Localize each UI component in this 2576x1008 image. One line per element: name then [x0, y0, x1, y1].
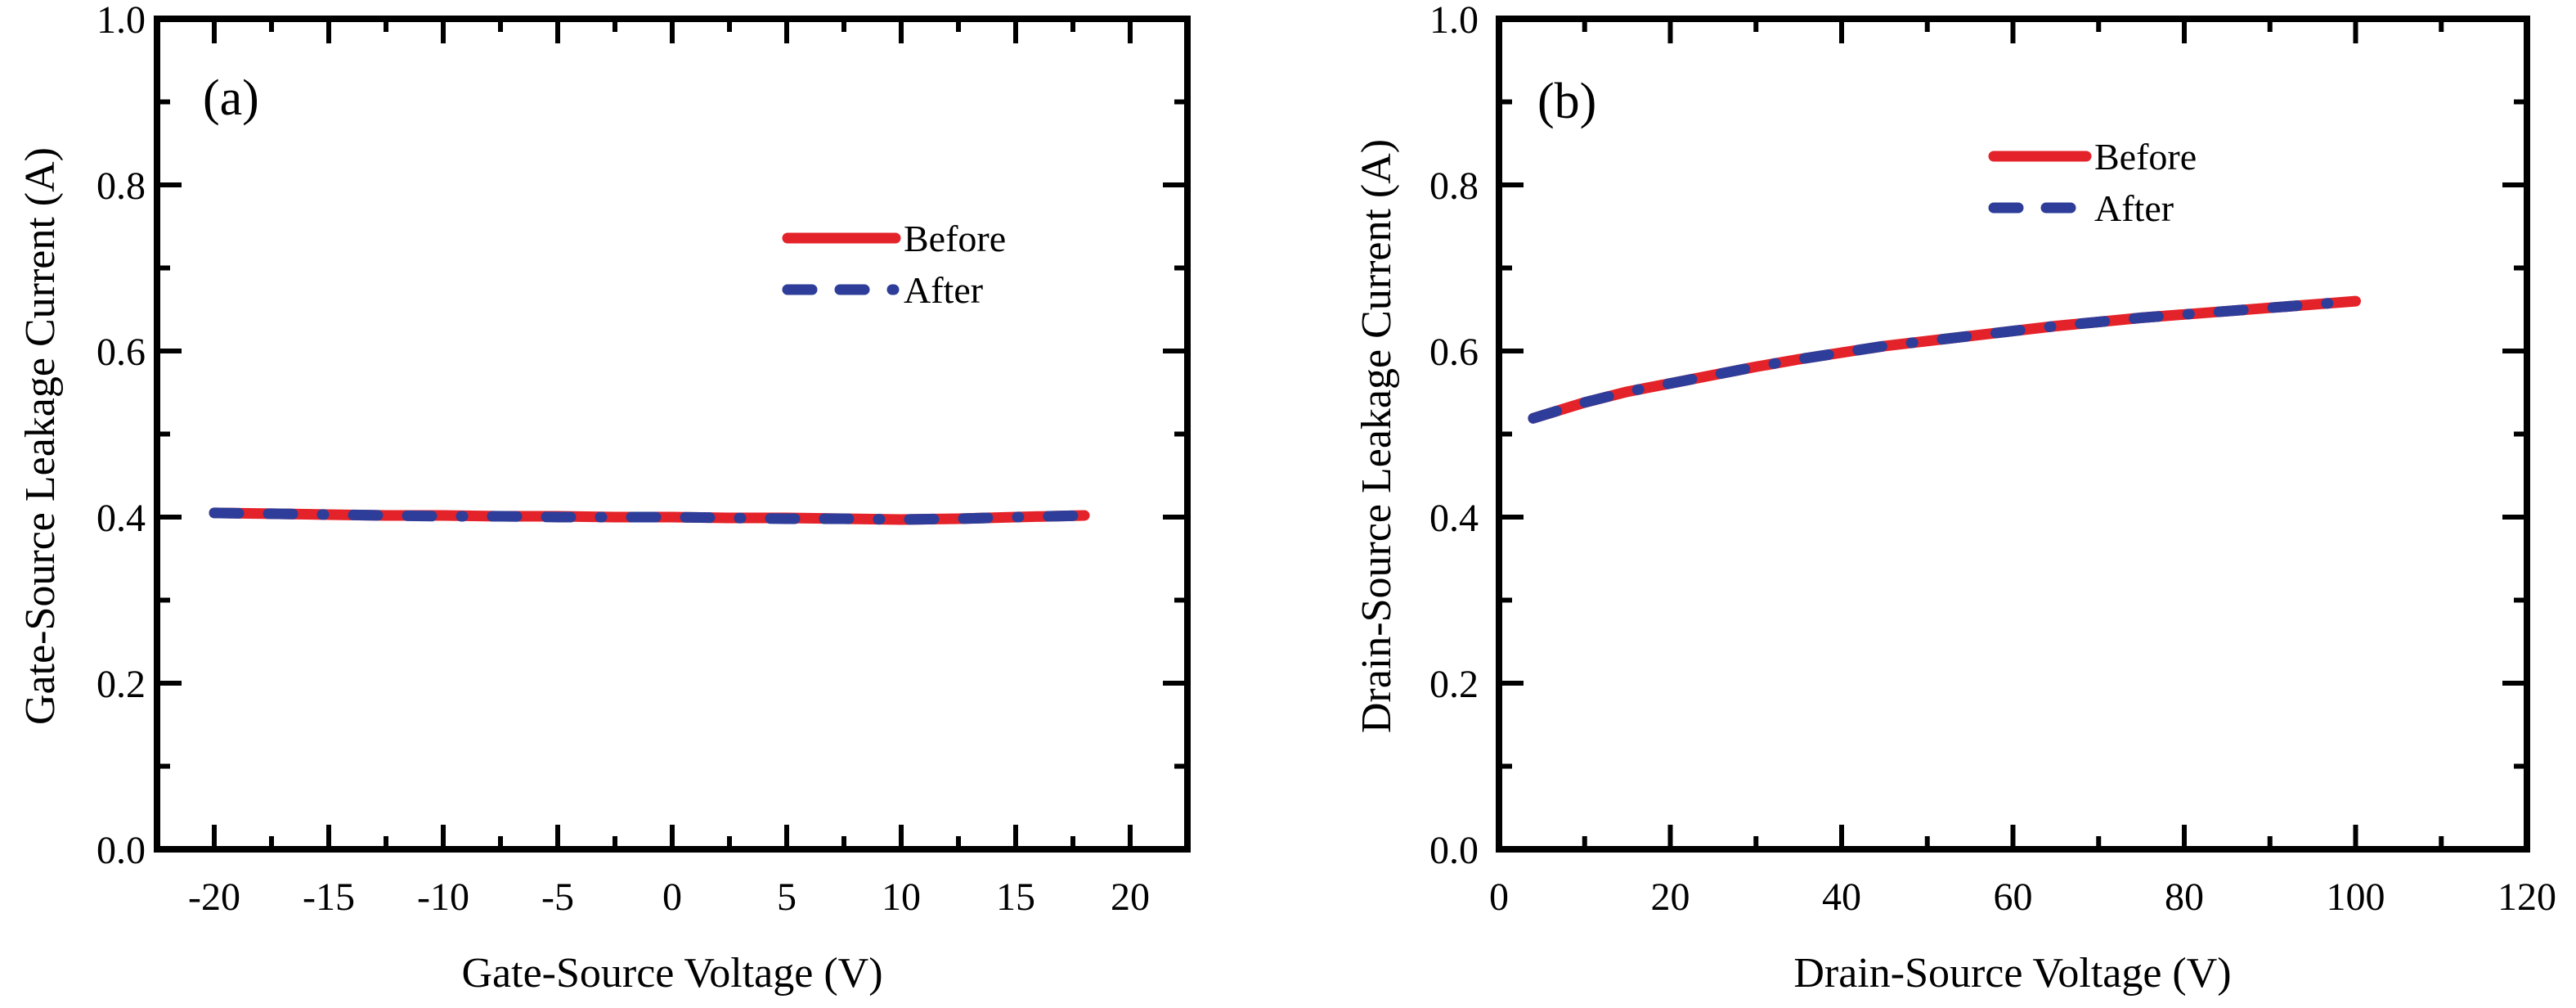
y-tick-label: 1.0 — [1429, 0, 1479, 42]
y-axis-title: Drain-Source Leakage Current (A) — [1353, 139, 1400, 733]
legend-label-after: After — [2094, 187, 2174, 229]
x-tick-label: 100 — [2327, 875, 2385, 919]
x-tick-label: 0 — [662, 875, 682, 919]
x-tick-label: -10 — [417, 875, 469, 919]
y-tick-label: 1.0 — [96, 0, 146, 42]
x-axis-title: Drain-Source Voltage (V) — [1793, 950, 2231, 997]
x-tick-label: 120 — [2497, 875, 2556, 919]
x-tick-label: -5 — [541, 875, 574, 919]
x-tick-label: 0 — [1489, 875, 1509, 919]
axis-box — [154, 16, 1191, 853]
y-axis-title: Gate-Source Leakage Current (A) — [17, 147, 64, 725]
x-axis-title: Gate-Source Voltage (V) — [461, 950, 882, 997]
y-tick-label: 0.2 — [1429, 663, 1479, 706]
y-tick-label: 0.6 — [96, 331, 146, 374]
series-line-after — [1528, 295, 2361, 424]
x-tick-label: 15 — [996, 875, 1035, 919]
x-tick-label: 20 — [1111, 875, 1150, 919]
y-tick-label: 0.4 — [96, 497, 146, 540]
y-tick-label: 0.8 — [1429, 164, 1479, 208]
axis-box — [1496, 16, 2530, 853]
x-tick-label: 5 — [777, 875, 797, 919]
legend-label-after: After — [904, 269, 983, 311]
x-tick-label: 40 — [1822, 875, 1861, 919]
panel-label: (b) — [1537, 74, 1596, 129]
chart-b: 0 20 40 60 80 100 120 0.0 0.2 0.4 0.6 0.8 1.0 Drain-S… — [1353, 0, 2556, 997]
x-tick-label: 80 — [2165, 875, 2204, 919]
x-tick-label: 20 — [1651, 875, 1690, 919]
x-tick-label: -20 — [188, 875, 240, 919]
legend-label-before: Before — [2094, 136, 2197, 178]
y-tick-label: 0.4 — [1429, 497, 1479, 540]
x-tick-label: -15 — [303, 875, 355, 919]
y-tick-label: 0.2 — [96, 663, 146, 706]
y-tick-label: 0.6 — [1429, 331, 1479, 374]
series-line-after — [209, 507, 1090, 525]
y-tick-label: 0.0 — [96, 829, 146, 872]
y-tick-label: 0.8 — [96, 164, 146, 208]
x-tick-label: 10 — [882, 875, 921, 919]
y-tick-label: 0.0 — [1429, 829, 1479, 872]
panel-label: (a) — [203, 70, 259, 126]
x-tick-label: 60 — [1994, 875, 2033, 919]
chart-a: -20 -15 -10 -5 0 5 10 15 20 0.0 0.2 0.4 0.6 0.8 1.0 Gat… — [17, 0, 1191, 997]
legend-label-before: Before — [904, 218, 1006, 259]
series-line-before — [1528, 295, 2361, 424]
